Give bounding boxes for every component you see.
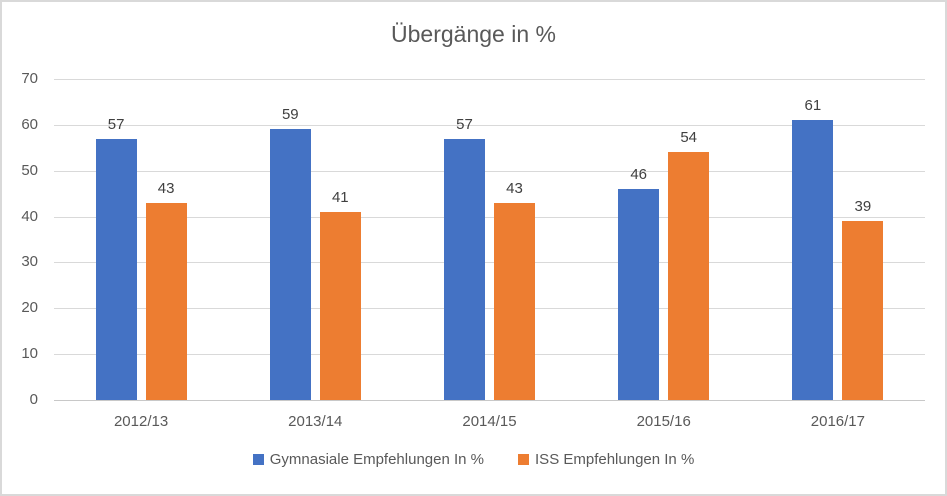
y-tick-label: 30 <box>21 253 38 271</box>
legend: Gymnasiale Empfehlungen In % ISS Empfehlu… <box>2 451 945 468</box>
bar-iss-2014-15[interactable] <box>494 202 535 400</box>
bar-data-label: 41 <box>331 188 349 206</box>
bar-gymnasiale-2012-13[interactable] <box>95 138 137 400</box>
bar-iss-2013-14[interactable] <box>319 212 361 400</box>
bar-data-label: 43 <box>157 179 175 197</box>
gridline <box>54 354 925 356</box>
bar-iss-2015-16[interactable] <box>668 152 710 400</box>
x-tick-label: 2016/17 <box>810 413 865 430</box>
y-tick-label: 40 <box>21 207 38 225</box>
x-tick-label: 2013/14 <box>288 413 343 430</box>
bar-gymnasiale-2013-14[interactable] <box>269 129 311 400</box>
legend-item-gymnasiale[interactable]: Gymnasiale Empfehlungen In % <box>252 451 485 468</box>
bar-data-label: 54 <box>680 129 698 147</box>
y-tick-label: 50 <box>21 161 38 179</box>
bar-data-label: 39 <box>854 198 872 216</box>
legend-label: ISS Empfehlungen In % <box>535 451 695 468</box>
chart-title[interactable]: Übergänge in % <box>391 21 556 47</box>
x-tick-label: 2014/15 <box>462 413 517 430</box>
gridline <box>54 216 925 218</box>
legend-swatch <box>252 454 264 465</box>
y-tick-label: 20 <box>21 299 38 317</box>
bar-gymnasiale-2016-17[interactable] <box>792 120 834 400</box>
bar-gymnasiale-2015-16[interactable] <box>618 189 660 400</box>
gridline <box>54 308 925 310</box>
bar-data-label: 46 <box>630 166 648 184</box>
x-tick-label: 2015/16 <box>636 413 691 430</box>
bar-iss-2016-17[interactable] <box>842 221 884 400</box>
legend-swatch <box>518 454 530 465</box>
legend-label: Gymnasiale Empfehlungen In % <box>269 451 485 468</box>
bar-data-label: 61 <box>804 97 822 115</box>
bar-data-label: 57 <box>107 115 125 133</box>
bar-iss-2012-13[interactable] <box>145 202 187 400</box>
y-tick-label: 10 <box>21 345 38 363</box>
x-axis-line <box>54 400 925 401</box>
gridline <box>54 79 925 80</box>
gridline <box>54 170 925 172</box>
plot-area: 57 43 59 41 57 43 46 54 61 39 <box>54 79 925 401</box>
bar-gymnasiale-2014-15[interactable] <box>444 138 485 400</box>
y-tick-label: 60 <box>21 115 38 133</box>
legend-item-iss[interactable]: ISS Empfehlungen In % <box>518 451 694 468</box>
bar-data-label: 43 <box>506 179 523 197</box>
y-tick-label: 0 <box>29 391 38 408</box>
bar-data-label: 57 <box>456 115 473 133</box>
gridline <box>54 262 925 264</box>
y-tick-label: 70 <box>21 70 38 87</box>
gridline <box>54 124 925 126</box>
x-tick-label: 2012/13 <box>113 413 169 430</box>
bar-data-label: 59 <box>281 106 299 124</box>
